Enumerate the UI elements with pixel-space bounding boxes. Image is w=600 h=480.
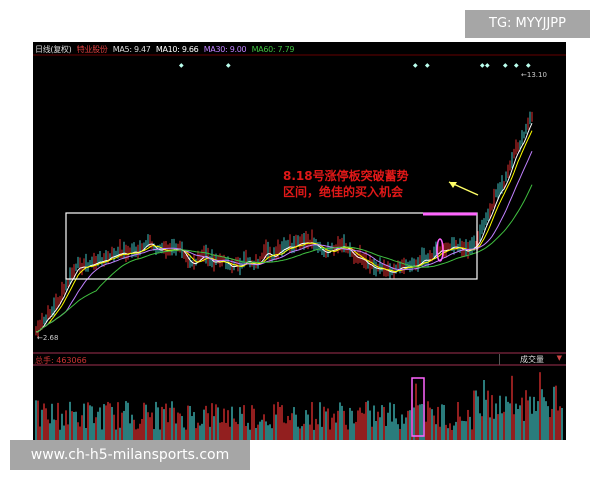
chart-canvas: ◆ ◆ ◆ ◆ ◆ ◆ ◆ ◆ ◆ [33, 54, 566, 440]
high-price-label: ←13.10 [521, 71, 547, 79]
signal-marker: ◆ [503, 62, 508, 69]
volume-tab[interactable]: 成交量 [499, 354, 550, 365]
volume-highlight-box [411, 377, 425, 437]
stock-chart[interactable]: 日线(复权) 特业股份 MA5: 9.47 MA10: 9.66 MA30: 9… [33, 42, 566, 440]
ma60-line [35, 184, 533, 333]
ma30-line [35, 150, 533, 333]
signal-marker: ◆ [413, 62, 418, 69]
stock-name: 特业股份 [76, 45, 108, 54]
ma10-value: MA10: 9.66 [155, 45, 199, 54]
ma30-value: MA30: 9.00 [203, 45, 247, 54]
signal-marker: ◆ [226, 62, 231, 69]
signal-marker: ◆ [485, 62, 490, 69]
signal-marker: ◆ [480, 62, 485, 69]
site-watermark: www.ch-h5-milansports.com [10, 440, 250, 470]
signal-marker: ◆ [179, 62, 184, 69]
arrow-head [449, 182, 457, 188]
low-price-label: ←2.68 [37, 334, 59, 342]
period-label: 日线(复权) [35, 45, 72, 54]
tg-watermark: TG: MYYJJPP [465, 10, 590, 38]
signal-marker: ◆ [526, 62, 531, 69]
ma5-value: MA5: 9.47 [112, 45, 151, 54]
consolidation-box [65, 212, 478, 280]
ma10-line [35, 130, 533, 333]
volume-label: 总手: 463066 [35, 356, 87, 365]
annotation-text: 8.18号涨停板突破蓄势 区间，绝佳的买入机会 [283, 169, 409, 199]
chart-header: 日线(复权) 特业股份 MA5: 9.47 MA10: 9.66 MA30: 9… [35, 44, 297, 55]
volume-dropdown-icon[interactable]: ▼ [556, 354, 562, 362]
ma60-value: MA60: 7.79 [251, 45, 295, 54]
signal-marker: ◆ [514, 62, 519, 69]
ma5-line [35, 122, 533, 333]
signal-marker: ◆ [425, 62, 430, 69]
highlight-ellipse [436, 238, 444, 262]
